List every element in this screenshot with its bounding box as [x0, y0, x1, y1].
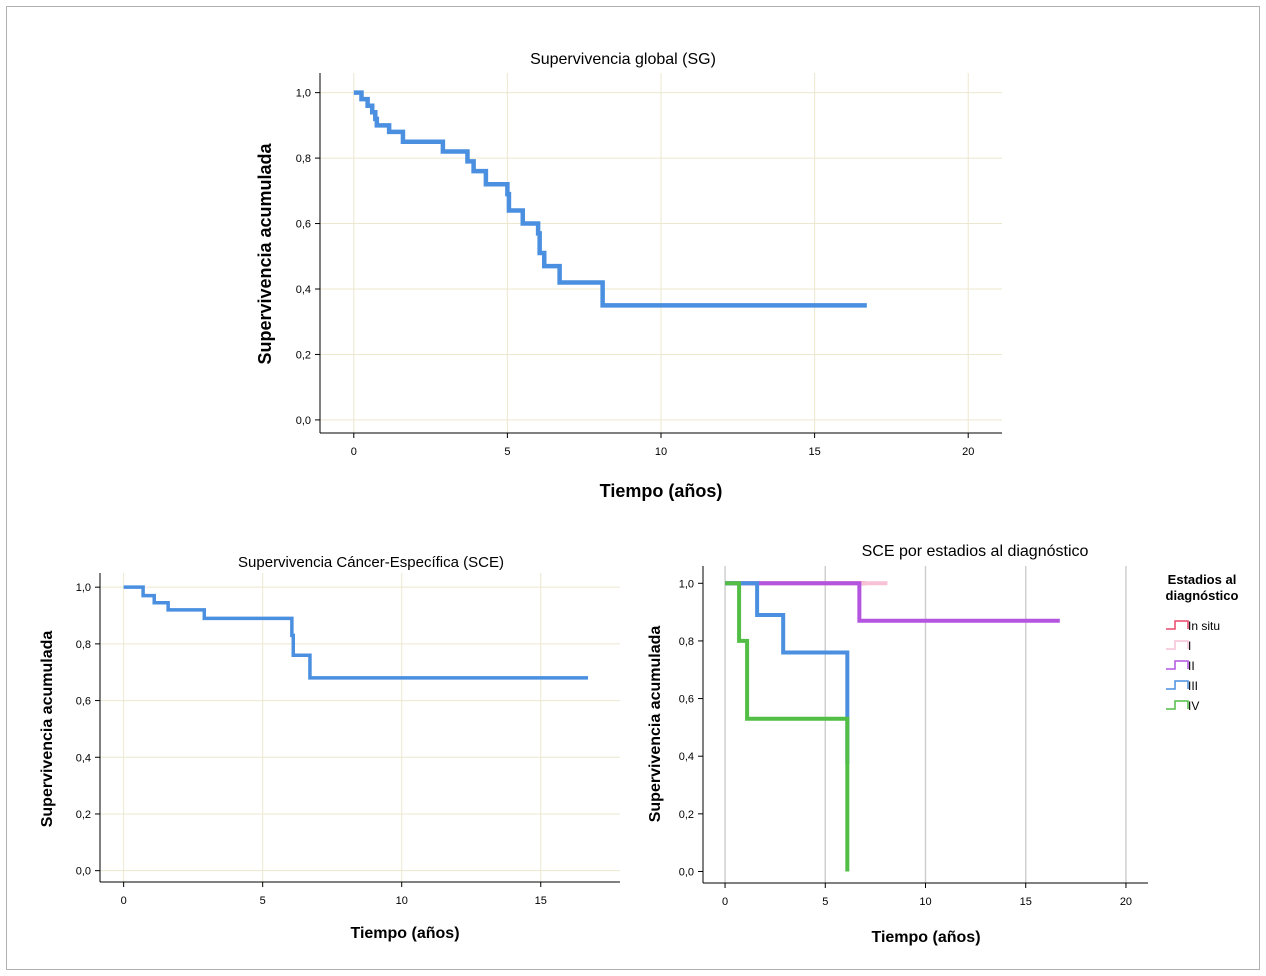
sg-y-label: Supervivencia acumulada [255, 142, 275, 364]
legend-swatch-iii [1166, 680, 1189, 690]
estadios-series-line-iv [725, 581, 850, 872]
estadios-y-tick-label: 0,8 [679, 636, 694, 648]
sce-series [123, 585, 589, 680]
legend-swatch-iv [1166, 700, 1189, 710]
estadios-y-tick-label: 0,2 [679, 809, 694, 821]
sg-title: Supervivencia global (SG) [530, 51, 716, 68]
sg-x-tick-label: 0 [351, 446, 357, 458]
legend-swatch-ii [1166, 660, 1189, 670]
sce-x-tick-label: 5 [260, 895, 266, 907]
sce-y-tick-label: 0,6 [76, 696, 91, 708]
sg-ticks: 0 5 10 15 20 0,0 0,2 0,4 0,6 0,8 1,0 [296, 88, 975, 458]
figure-frame [6, 6, 1260, 970]
estadios-x-tick-label: 15 [1020, 896, 1032, 908]
sg-y-tick-label: 0,0 [296, 415, 311, 427]
sce-grid [100, 573, 620, 882]
sce-x-tick-label: 15 [535, 895, 547, 907]
sce-x-tick-label: 0 [121, 895, 127, 907]
sg-x-tick-label: 15 [808, 446, 820, 458]
sg-y-tick-label: 0,6 [296, 219, 311, 231]
estadios-series [725, 581, 1060, 872]
sce-y-tick-label: 0,0 [76, 866, 91, 878]
chart-sce-estadios: 0 5 10 15 20 0,0 0,2 0,4 0,6 0,8 1,0 SCE por estad… [647, 543, 1239, 946]
sg-series-line-0 [353, 90, 867, 308]
estadios-y-tick-label: 0,4 [679, 751, 694, 763]
legend-label-i: I [1188, 639, 1191, 653]
sce-y-tick-label: 0,4 [76, 752, 91, 764]
legend-title-line-1: Estadios al [1168, 572, 1237, 587]
sg-series [353, 90, 867, 308]
estadios-x-tick-label: 10 [919, 896, 931, 908]
legend-label-iii: III [1188, 679, 1198, 693]
sce-x-label: Tiempo (años) [350, 925, 459, 942]
sce-y-tick-label: 0,8 [76, 639, 91, 651]
sce-series-line-0 [123, 585, 589, 680]
sce-y-tick-label: 0,2 [76, 809, 91, 821]
sg-x-tick-label: 10 [655, 446, 667, 458]
legend-swatch-i [1166, 640, 1189, 650]
chart-sce: 0 5 10 15 0,0 0,2 0,4 0,6 0,8 1,0 Supervivencia C… [39, 554, 620, 942]
sg-y-tick-label: 0,4 [296, 284, 311, 296]
sg-x-tick-label: 20 [962, 446, 974, 458]
estadios-grid [724, 566, 1127, 883]
estadios-y-tick-label: 1,0 [679, 578, 694, 590]
sg-grid [320, 73, 1002, 433]
sce-x-tick-label: 10 [396, 895, 408, 907]
estadios-series-line-iii [725, 581, 850, 764]
sg-y-tick-label: 0,2 [296, 349, 311, 361]
estadios-title: SCE por estadios al diagnóstico [862, 543, 1089, 560]
sce-title: Supervivencia Cáncer-Específica (SCE) [238, 554, 504, 571]
estadios-x-tick-label: 5 [822, 896, 828, 908]
legend-swatch-in-situ [1166, 620, 1189, 630]
estadios-x-tick-label: 0 [722, 896, 728, 908]
chart-sg: 0 5 10 15 20 0,0 0,2 0,4 0,6 0,8 1,0 Supervivencia… [255, 51, 1002, 501]
sg-x-tick-label: 5 [504, 446, 510, 458]
estadios-y-label: Supervivencia acumulada [647, 626, 664, 823]
sg-x-label: Tiempo (años) [600, 481, 723, 501]
estadios-x-tick-label: 20 [1120, 896, 1132, 908]
estadios-y-tick-label: 0,6 [679, 694, 694, 706]
sce-ticks: 0 5 10 15 0,0 0,2 0,4 0,6 0,8 1,0 [76, 582, 547, 907]
estadios-y-tick-label: 0,0 [679, 866, 694, 878]
legend-label-iv: IV [1188, 699, 1199, 713]
estadios-ticks: 0 5 10 15 20 0,0 0,2 0,4 0,6 0,8 1,0 [679, 578, 1132, 908]
sg-y-tick-label: 1,0 [296, 88, 311, 100]
estadios-series-line-ii [725, 581, 1060, 623]
sce-y-label: Supervivencia acumulada [39, 631, 56, 828]
sce-y-tick-label: 1,0 [76, 582, 91, 594]
sg-y-tick-label: 0,8 [296, 153, 311, 165]
legend-title-line-2: diagnóstico [1166, 588, 1239, 603]
estadios-x-label: Tiempo (años) [871, 929, 980, 946]
legend-label-ii: II [1188, 659, 1195, 673]
legend-label-in-situ: In situ [1188, 619, 1220, 633]
